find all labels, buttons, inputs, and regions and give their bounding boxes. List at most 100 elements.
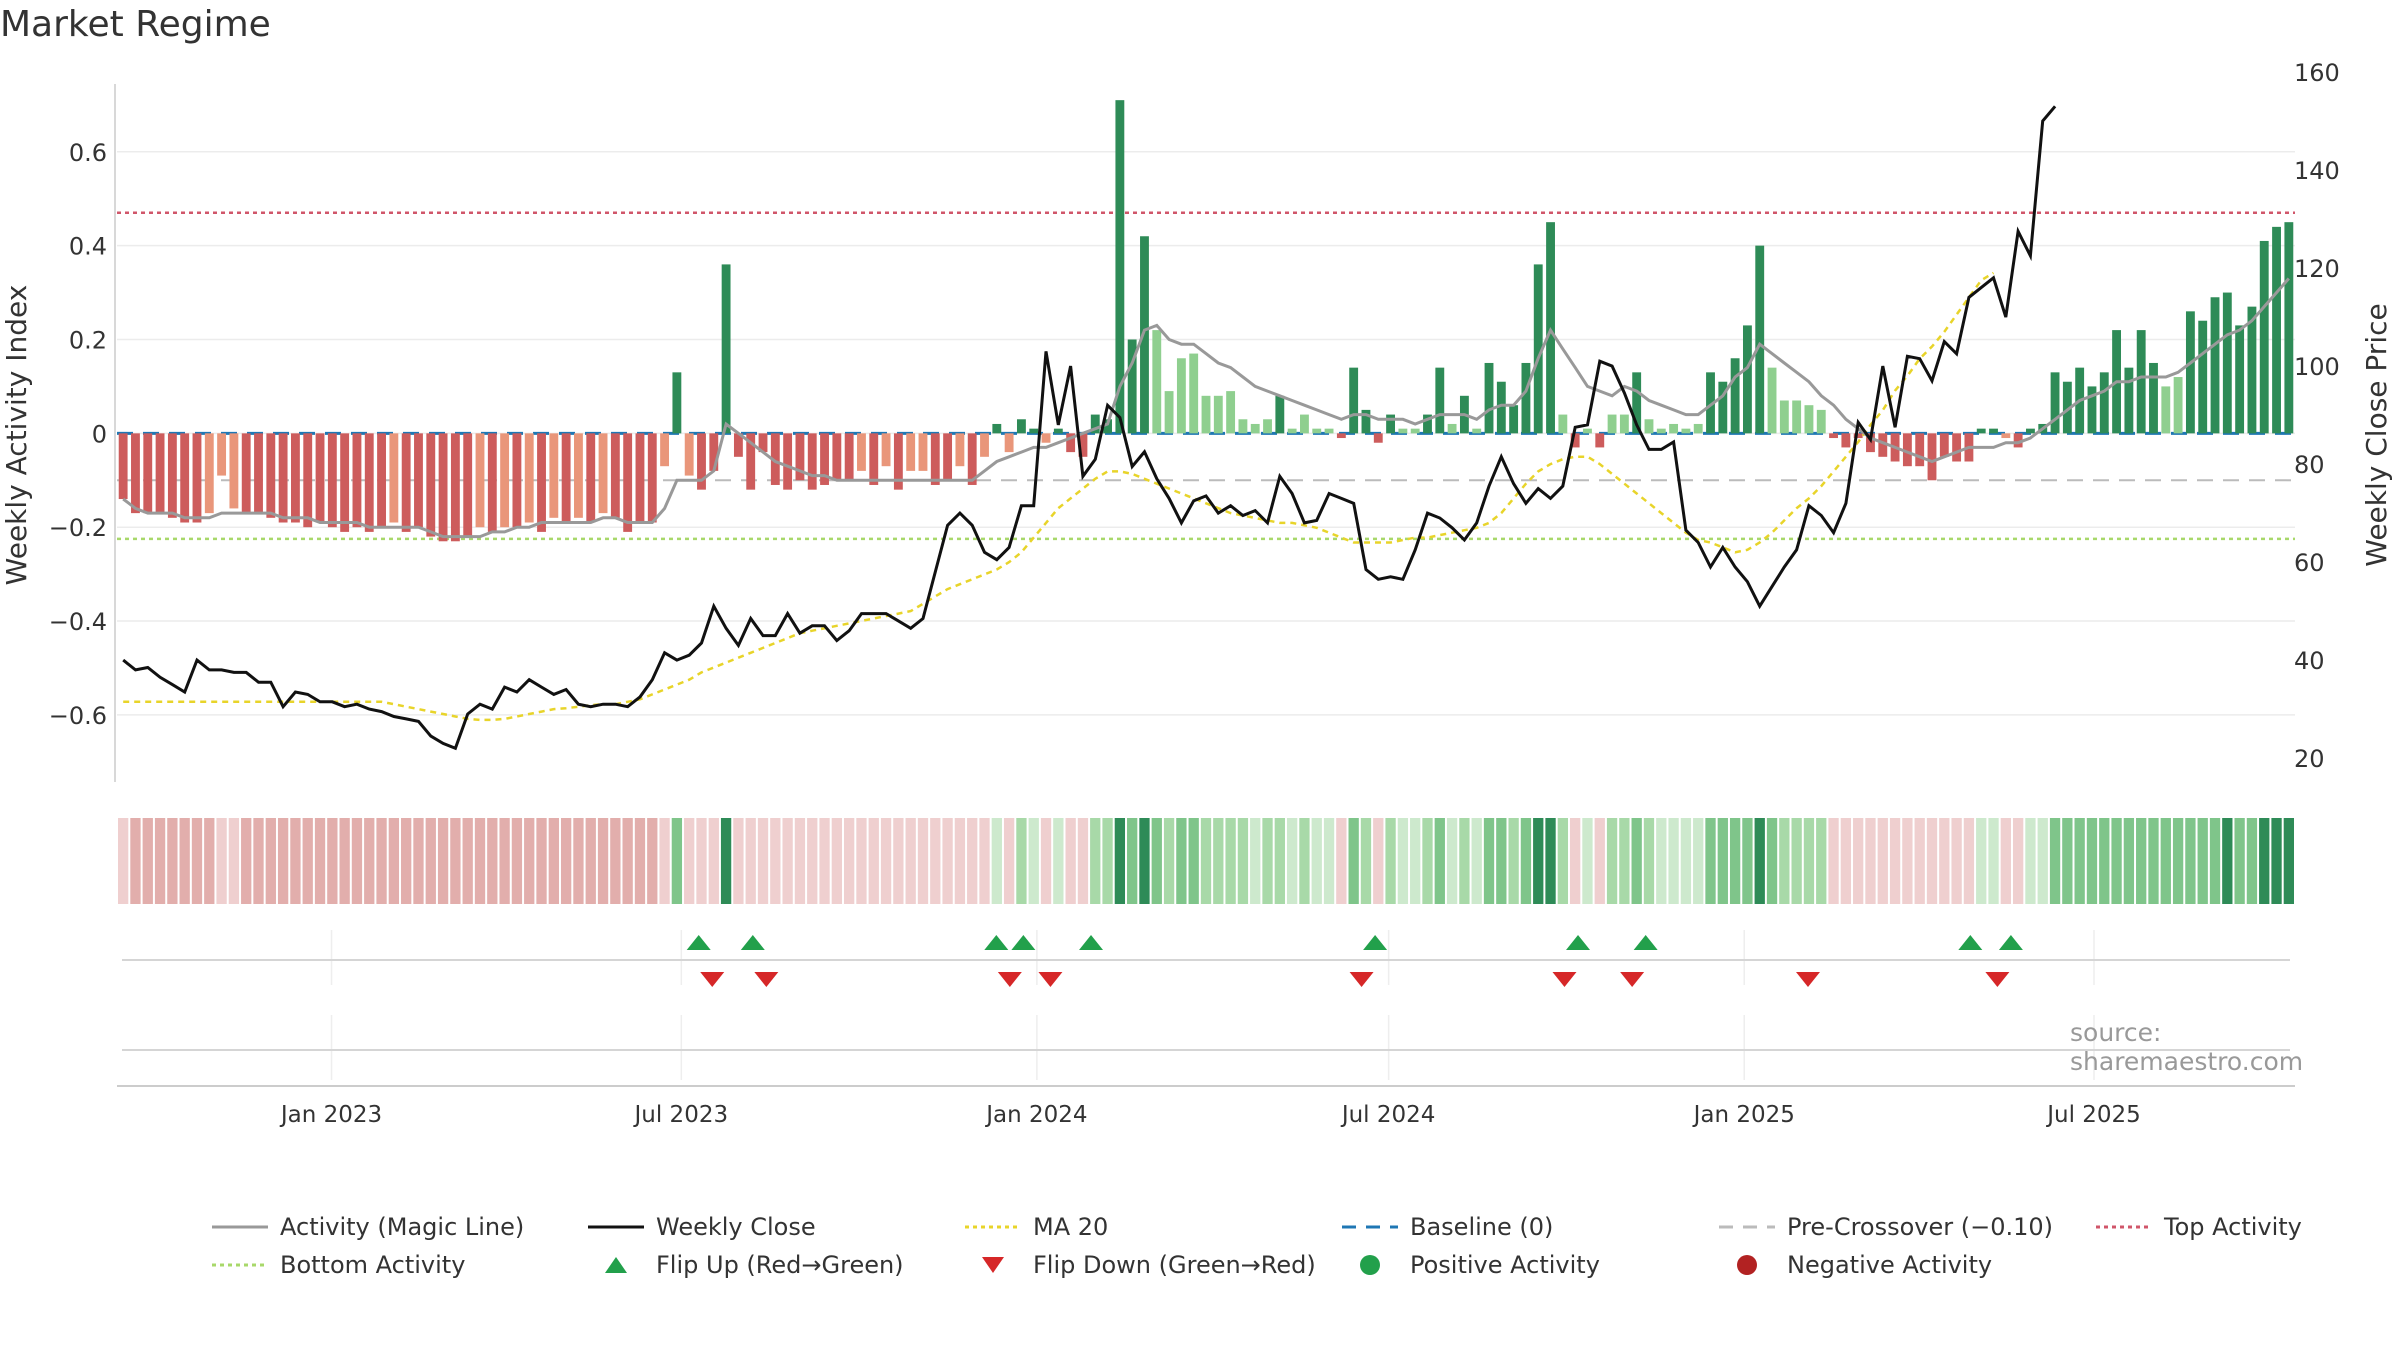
activity-bar bbox=[1472, 428, 1482, 434]
activity-bar bbox=[426, 433, 436, 537]
regime-cell bbox=[2259, 818, 2270, 904]
activity-bar bbox=[1521, 362, 1531, 434]
regime-cell bbox=[807, 818, 818, 904]
regime-cell bbox=[1631, 818, 1642, 904]
regime-cell bbox=[524, 818, 535, 904]
activity-bar bbox=[131, 433, 140, 514]
activity-bar bbox=[1029, 428, 1039, 434]
regime-cell bbox=[708, 818, 719, 904]
activity-bar bbox=[807, 433, 817, 490]
regime-cell bbox=[1951, 818, 1962, 904]
regime-cell bbox=[1385, 818, 1396, 904]
activity-bar bbox=[1902, 433, 1912, 467]
activity-bar bbox=[1533, 264, 1543, 434]
activity-bar bbox=[992, 423, 1002, 434]
regime-cell bbox=[1496, 818, 1507, 904]
regime-cell bbox=[437, 818, 449, 904]
regime-cell bbox=[2000, 818, 2011, 904]
activity-bar bbox=[1336, 433, 1346, 439]
regime-cell bbox=[930, 818, 941, 904]
regime-cell bbox=[216, 818, 227, 904]
regime-cell bbox=[1373, 818, 1384, 904]
activity-bar bbox=[1767, 367, 1777, 434]
activity-bar bbox=[943, 433, 953, 481]
flip-up-marker bbox=[740, 935, 765, 950]
y2-tick-label: 160 bbox=[2294, 59, 2340, 87]
activity-bar bbox=[930, 433, 940, 485]
activity-bar bbox=[2198, 320, 2208, 434]
activity-bar bbox=[1878, 433, 1888, 457]
regime-cell bbox=[1656, 818, 1667, 904]
regime-cell bbox=[2136, 818, 2147, 904]
regime-cell bbox=[204, 818, 215, 904]
activity-bar bbox=[1619, 414, 1629, 434]
regime-cell bbox=[474, 818, 486, 904]
regime-cell bbox=[720, 818, 732, 904]
activity-bar bbox=[697, 433, 706, 490]
activity-bar bbox=[1213, 395, 1223, 434]
legend-label: Flip Down (Green→Red) bbox=[1033, 1251, 1316, 1279]
activity-bar bbox=[1386, 414, 1396, 434]
activity-bar bbox=[1016, 419, 1026, 434]
activity-bar bbox=[1250, 423, 1260, 434]
activity-bar bbox=[1927, 433, 1937, 481]
y2-axis-label: Weekly Close Price bbox=[2360, 303, 2393, 566]
activity-bar bbox=[1484, 362, 1494, 434]
regime-cell bbox=[2197, 818, 2208, 904]
activity-bar bbox=[844, 433, 854, 481]
activity-bar bbox=[1976, 428, 1986, 434]
regime-cell bbox=[1360, 818, 1372, 904]
regime-cell bbox=[967, 818, 978, 904]
regime-cell bbox=[991, 818, 1002, 904]
activity-bar bbox=[955, 433, 965, 467]
regime-cell bbox=[1791, 818, 1802, 904]
regime-cell bbox=[1311, 818, 1322, 904]
regime-cell bbox=[2012, 818, 2024, 904]
activity-bar bbox=[241, 433, 251, 514]
regime-cell bbox=[1914, 818, 1925, 904]
y-tick-label: 0.4 bbox=[69, 233, 107, 261]
activity-bar bbox=[315, 433, 325, 523]
activity-bar bbox=[500, 433, 510, 528]
activity-bar bbox=[820, 433, 829, 485]
regime-cell bbox=[1077, 818, 1089, 904]
regime-cell bbox=[364, 818, 375, 904]
activity-bar bbox=[721, 264, 731, 434]
activity-bar bbox=[574, 433, 583, 518]
regime-cell bbox=[684, 818, 695, 904]
regime-cell bbox=[1397, 818, 1409, 904]
legend-label: Weekly Close bbox=[656, 1213, 816, 1241]
y2-tick-label: 20 bbox=[2294, 745, 2325, 773]
activity-bar bbox=[1829, 433, 1838, 439]
activity-bar bbox=[2259, 240, 2269, 434]
regime-cell bbox=[536, 818, 547, 904]
legend-swatch bbox=[1340, 1215, 1400, 1239]
regime-cell bbox=[154, 818, 166, 904]
regime-cell bbox=[511, 818, 523, 904]
flip-down-marker bbox=[1620, 972, 1645, 987]
activity-bar bbox=[2210, 297, 2220, 434]
regime-cell bbox=[450, 818, 461, 904]
activity-bar bbox=[647, 433, 657, 523]
activity-bar bbox=[2149, 362, 2158, 434]
legend-swatch bbox=[1340, 1253, 1400, 1277]
regime-cell bbox=[647, 818, 658, 904]
regime-cell bbox=[942, 818, 953, 904]
y-tick-label: −0.6 bbox=[49, 702, 107, 730]
activity-bar bbox=[2185, 311, 2195, 434]
regime-cell bbox=[1766, 818, 1778, 904]
regime-cell bbox=[1237, 818, 1249, 904]
regime-cell bbox=[2271, 818, 2282, 904]
activity-bar bbox=[635, 433, 645, 523]
regime-cell bbox=[1816, 818, 1827, 904]
regime-cell bbox=[1742, 818, 1753, 904]
regime-cell bbox=[597, 818, 609, 904]
regime-cell bbox=[413, 818, 424, 904]
y-tick-label: −0.4 bbox=[49, 608, 107, 636]
y2-tick-label: 100 bbox=[2294, 353, 2340, 381]
activity-bar bbox=[254, 433, 263, 514]
regime-cell bbox=[770, 818, 781, 904]
regime-cell bbox=[1127, 818, 1138, 904]
flip-up-marker bbox=[1633, 935, 1658, 950]
regime-cell bbox=[1114, 818, 1126, 904]
